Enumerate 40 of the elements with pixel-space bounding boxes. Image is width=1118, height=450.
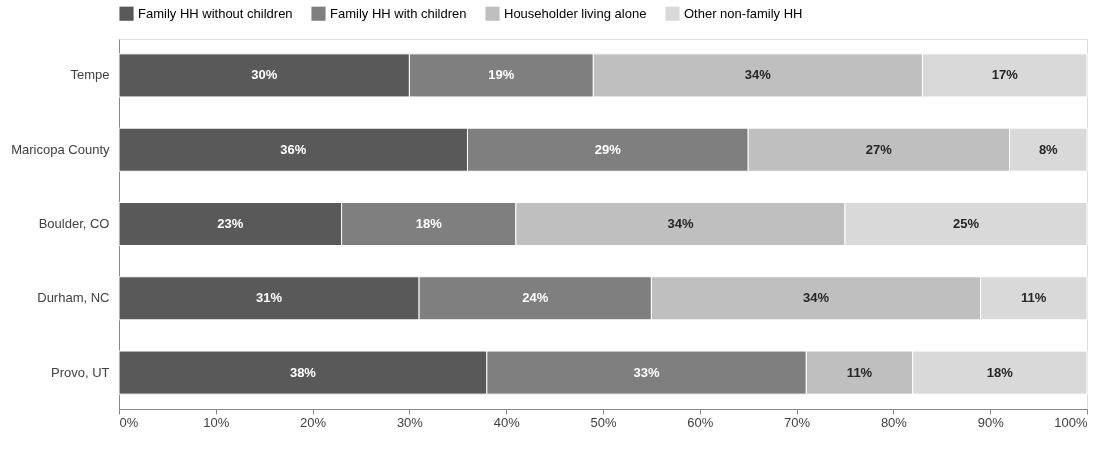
data-label: 34% [667,216,694,231]
data-label: 36% [280,141,307,157]
data-label: 29% [594,141,622,157]
y-tick-label: Tempe [70,67,110,83]
x-tick-label: 80% [880,414,908,430]
x-tick-label: 100% [1054,414,1088,430]
data-label: 18% [986,364,1014,380]
legend-label: Family HH without children [138,5,293,21]
data-label: 34% [744,67,772,83]
legend-label: Other non-family HH [684,5,803,21]
data-label: 34% [802,290,830,306]
data-label: 23% [217,216,244,231]
data-label: 27% [865,141,893,157]
legend-label: Householder living alone [504,5,647,21]
x-tick-label: 50% [590,414,617,430]
data-label: 17% [991,67,1019,83]
data-label: 24% [522,290,549,306]
x-tick-label: 40% [493,414,521,430]
y-tick-label: Durham, NC [37,290,110,306]
x-tick-label: 90% [977,414,1005,430]
data-label: 30% [251,67,278,83]
data-label: 31% [256,290,283,306]
y-tick-label: Provo, UT [50,364,110,380]
data-label: 11% [846,364,873,380]
x-tick-label: 60% [687,414,714,430]
x-tick-label: 20% [300,414,327,430]
x-tick-label: 30% [396,414,424,430]
x-tick-label: 0% [119,414,139,430]
data-label: 8% [1038,141,1059,157]
data-label: 25% [952,216,980,231]
data-label: 19% [488,67,515,83]
y-tick-label: Boulder, CO [38,216,110,231]
data-label: 11% [1021,290,1047,306]
data-label: 38% [289,364,317,380]
data-label: 18% [415,216,443,231]
data-label: 33% [633,364,660,380]
x-tick-label: 70% [784,414,811,430]
y-tick-label: Maricopa County [11,141,110,157]
x-tick-label: 10% [203,414,230,430]
legend-label: Family HH with children [330,5,467,21]
